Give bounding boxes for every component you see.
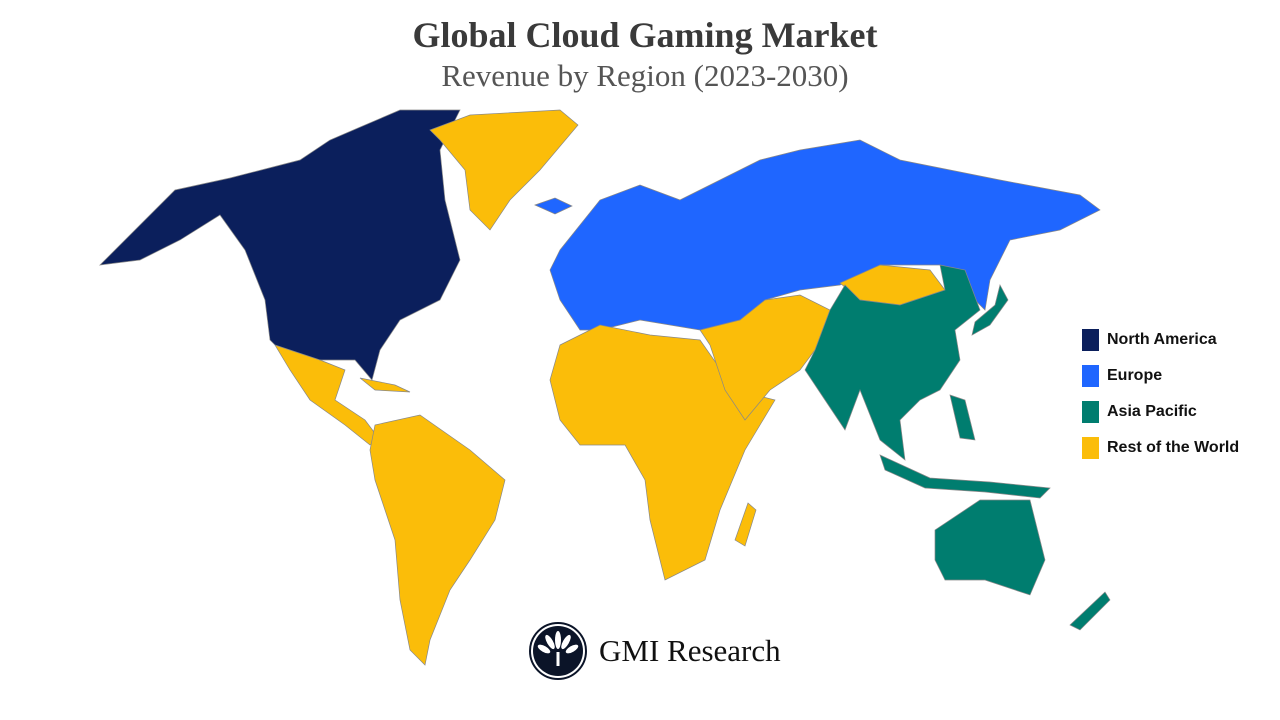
- region-japan: [971, 284, 1009, 336]
- region-middle-east: [699, 294, 831, 421]
- region-australia: [934, 499, 1046, 596]
- region-new-zealand: [1069, 591, 1111, 631]
- legend-swatch: [1082, 329, 1099, 351]
- logo-text: GMI Research: [599, 633, 781, 668]
- legend: North America Europe Asia Pacific Rest o…: [1082, 328, 1239, 472]
- legend-item-rest-of-world: Rest of the World: [1082, 436, 1239, 460]
- legend-label: Asia Pacific: [1107, 403, 1197, 420]
- peacock-logo-icon: [529, 622, 587, 680]
- gmi-logo: GMI Research: [529, 622, 781, 680]
- region-asia: [804, 264, 981, 461]
- region-north-america: [99, 109, 461, 381]
- legend-swatch: [1082, 437, 1099, 459]
- region-africa: [549, 324, 776, 581]
- legend-label: Europe: [1107, 367, 1163, 384]
- region-philippines: [949, 394, 976, 441]
- legend-label: Rest of the World: [1107, 439, 1240, 456]
- map-subtitle: Revenue by Region (2023-2030): [441, 58, 849, 93]
- legend-swatch: [1082, 365, 1099, 387]
- region-caribbean: [359, 377, 411, 393]
- region-europe-russia: [549, 139, 1101, 331]
- region-south-america: [369, 414, 506, 666]
- map-title: Global Cloud Gaming Market: [412, 15, 878, 55]
- region-indonesia: [879, 454, 1051, 499]
- legend-label: North America: [1107, 331, 1217, 348]
- legend-item-north-america: North America: [1082, 328, 1239, 352]
- region-iceland: [534, 197, 573, 215]
- legend-swatch: [1082, 401, 1099, 423]
- region-madagascar: [734, 502, 757, 547]
- region-greenland: [429, 109, 579, 231]
- legend-item-europe: Europe: [1082, 364, 1239, 388]
- legend-item-asia-pacific: Asia Pacific: [1082, 400, 1239, 424]
